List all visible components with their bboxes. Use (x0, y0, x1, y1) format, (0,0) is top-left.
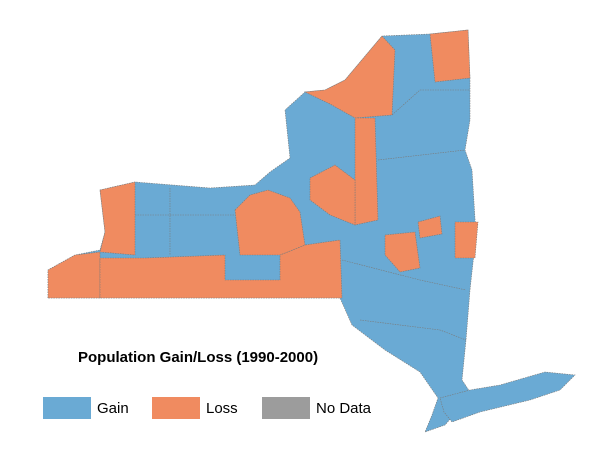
county-loss (354, 117, 379, 226)
county-border (359, 319, 467, 341)
county-loss (99, 239, 343, 299)
legend-label: Gain (97, 400, 129, 417)
legend-swatch (262, 397, 310, 419)
legend-swatch (43, 397, 91, 419)
county-loss (429, 29, 471, 83)
legend-label: Loss (206, 400, 238, 417)
county-loss (303, 35, 396, 119)
legend-swatch (152, 397, 200, 419)
county-loss (234, 189, 306, 256)
county-loss (99, 181, 136, 256)
county-loss (47, 251, 101, 299)
county-border (377, 149, 466, 161)
county-loss (454, 221, 479, 259)
legend-title: Population Gain/Loss (1990-2000) (78, 349, 318, 366)
legend-label: No Data (316, 400, 372, 417)
county-loss (384, 231, 421, 273)
state-map (47, 29, 576, 433)
long-island (439, 371, 576, 423)
county-border (341, 259, 467, 291)
county-loss (417, 215, 443, 239)
legend: Gain Loss No Data (43, 397, 372, 419)
county-loss (309, 164, 356, 226)
county-border (391, 89, 470, 116)
